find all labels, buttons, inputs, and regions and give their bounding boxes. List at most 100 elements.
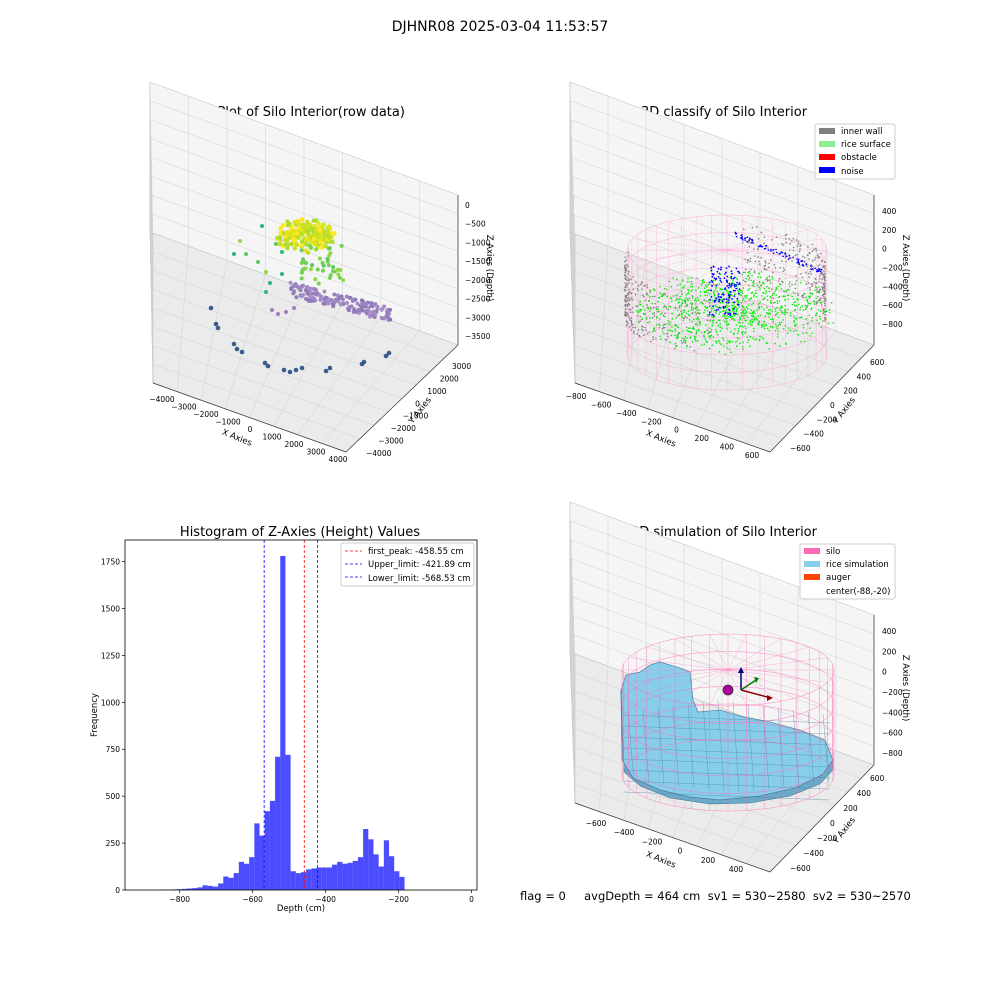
data-point — [798, 250, 801, 253]
mesh-line — [732, 701, 740, 793]
data-point — [795, 305, 797, 307]
data-point — [728, 308, 730, 311]
data-point — [808, 296, 811, 299]
data-point — [665, 307, 668, 309]
data-point — [664, 305, 667, 307]
data-point — [713, 277, 716, 280]
data-point — [683, 285, 686, 287]
data-point — [627, 292, 629, 295]
data-point — [747, 274, 750, 277]
data-point — [661, 331, 664, 333]
data-point — [312, 223, 317, 229]
data-point — [715, 321, 718, 324]
data-point — [694, 299, 696, 302]
data-point — [788, 288, 790, 291]
data-point — [706, 333, 709, 335]
data-point — [760, 270, 763, 273]
data-point — [822, 273, 824, 276]
data-point — [657, 308, 659, 311]
data-point — [327, 253, 332, 258]
data-point — [717, 319, 720, 322]
data-point — [753, 248, 755, 250]
data-point — [710, 310, 713, 312]
data-point — [762, 337, 765, 340]
data-point — [703, 287, 706, 289]
data-point — [663, 326, 666, 329]
data-point — [764, 278, 767, 281]
data-point — [763, 287, 766, 290]
data-point — [791, 295, 793, 298]
data-point — [824, 310, 827, 313]
data-point — [726, 315, 728, 317]
data-point — [797, 333, 800, 336]
data-point — [703, 291, 706, 294]
data-point — [807, 254, 809, 257]
data-point — [820, 281, 823, 284]
data-point — [764, 297, 766, 299]
data-point — [700, 301, 702, 304]
data-point — [726, 342, 728, 345]
data-point — [649, 317, 651, 319]
data-point — [702, 278, 705, 281]
data-point — [769, 309, 772, 311]
data-point — [695, 300, 698, 302]
data-point — [726, 347, 728, 349]
tick-label: −600 — [790, 864, 811, 873]
data-point — [772, 292, 775, 294]
data-point — [719, 326, 722, 328]
data-point — [687, 281, 689, 283]
data-point — [800, 340, 802, 343]
data-point — [324, 228, 330, 233]
data-point — [752, 296, 755, 298]
data-point — [667, 329, 669, 332]
data-point — [302, 260, 307, 265]
data-point — [766, 306, 768, 309]
data-point — [283, 242, 288, 247]
data-point — [692, 308, 694, 311]
data-point — [775, 325, 778, 328]
data-point — [731, 284, 733, 287]
data-point — [292, 246, 297, 251]
data-point — [658, 323, 660, 325]
data-point — [738, 290, 740, 293]
histogram-xlabel: Depth (cm) — [277, 904, 325, 914]
histogram-bar — [264, 811, 270, 890]
data-point — [283, 238, 288, 243]
data-point — [696, 323, 698, 325]
data-point — [797, 261, 799, 264]
data-point — [803, 340, 806, 343]
histogram-bar — [363, 829, 369, 890]
data-point — [791, 283, 793, 286]
data-point — [788, 283, 791, 285]
data-point — [824, 276, 826, 279]
y-tick-label: 0 — [115, 886, 120, 895]
data-point — [336, 272, 341, 277]
data-point — [630, 329, 633, 331]
data-point — [769, 318, 772, 321]
panel2-title: 3D classify of Silo Interior — [641, 105, 808, 120]
data-point — [731, 340, 734, 343]
data-point — [755, 226, 758, 228]
data-point — [752, 302, 755, 304]
data-point — [740, 234, 742, 237]
data-point — [805, 272, 807, 274]
data-point — [627, 273, 630, 275]
data-point — [818, 298, 821, 300]
data-point — [784, 253, 786, 255]
legend-lower-limit: Lower_limit: -568.53 cm — [368, 574, 470, 584]
data-point — [739, 342, 741, 345]
data-point — [260, 224, 264, 228]
data-point — [720, 296, 723, 299]
data-point — [657, 301, 659, 303]
data-point — [774, 329, 777, 332]
data-point — [824, 275, 826, 278]
data-point — [737, 327, 740, 330]
data-point — [710, 331, 712, 333]
data-point — [712, 265, 715, 268]
data-point — [711, 299, 714, 302]
data-point — [736, 297, 739, 300]
data-point — [732, 333, 735, 336]
tick-label: −2000 — [391, 424, 417, 433]
data-point — [808, 258, 810, 260]
data-point — [675, 345, 677, 348]
